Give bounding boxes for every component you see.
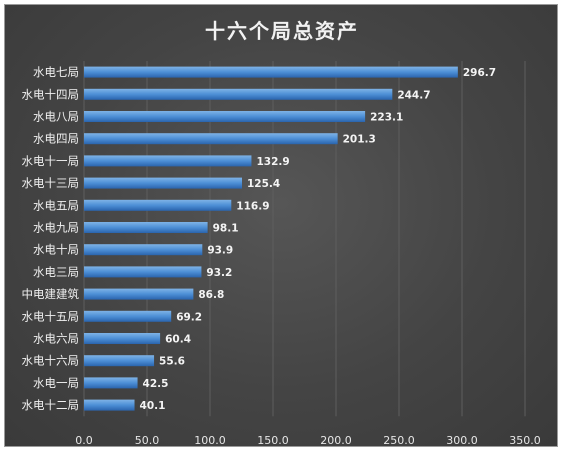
category-label: 水电一局 — [33, 376, 79, 390]
category-label: 中电建建筑 — [22, 287, 80, 301]
category-label: 水电十局 — [33, 243, 79, 257]
data-label: 244.7 — [397, 89, 430, 101]
bar — [84, 399, 135, 411]
category-label: 水电八局 — [33, 110, 79, 124]
data-label: 40.1 — [140, 400, 166, 412]
value-labels: 296.7 244.7 223.1 201.3 132.9 125.4 116.9 98.1 9… — [140, 67, 497, 412]
chart-title: 十六个局总资产 — [205, 19, 359, 43]
x-tick-label: 0.0 — [75, 434, 93, 447]
bar — [84, 244, 203, 256]
bars — [84, 66, 458, 411]
category-label: 水电十五局 — [22, 309, 80, 323]
category-label: 水电九局 — [33, 221, 79, 235]
category-label: 水电三局 — [33, 265, 79, 279]
bar — [84, 222, 208, 233]
x-tick-label: 50.0 — [135, 434, 160, 447]
category-labels: 水电七局水电十四局水电八局水电四局水电十一局水电十三局水电五局水电九局水电十局水… — [22, 65, 80, 412]
category-label: 水电十一局 — [22, 154, 80, 168]
data-label: 132.9 — [256, 156, 289, 168]
bar — [84, 199, 232, 211]
data-label: 69.2 — [176, 311, 202, 323]
bar — [84, 266, 202, 278]
data-label: 42.5 — [143, 378, 169, 390]
category-label: 水电五局 — [33, 198, 79, 212]
bar — [84, 177, 243, 189]
bar — [84, 111, 366, 122]
x-tick-label: 200.0 — [320, 434, 352, 447]
x-tick-label: 350.0 — [509, 434, 541, 447]
data-label: 86.8 — [198, 289, 224, 301]
bar — [84, 66, 458, 78]
bar-chart: 十六个局总资产 水电七局水电十四局水电八局水电四局水电十一局水电十三局水电五局水… — [22, 19, 541, 447]
data-label: 296.7 — [463, 67, 496, 79]
bar — [84, 133, 338, 145]
data-label: 125.4 — [247, 178, 280, 190]
data-label: 223.1 — [370, 112, 403, 124]
data-label: 116.9 — [236, 200, 269, 212]
data-label: 93.2 — [206, 267, 232, 279]
category-label: 水电七局 — [33, 65, 79, 79]
x-tick-label: 150.0 — [257, 434, 289, 447]
bar — [84, 88, 393, 100]
data-label: 60.4 — [165, 334, 191, 346]
bar — [84, 155, 252, 167]
bar — [84, 310, 172, 322]
category-label: 水电四局 — [33, 132, 79, 146]
bar — [84, 333, 161, 344]
x-tick-label: 250.0 — [383, 434, 415, 447]
category-label: 水电十三局 — [22, 176, 80, 190]
x-tick-label: 300.0 — [446, 434, 478, 447]
category-label: 水电十六局 — [22, 354, 80, 368]
data-label: 98.1 — [213, 223, 239, 235]
data-label: 55.6 — [159, 356, 185, 368]
x-axis-tick-labels: 0.0 50.0 100.0 150.0 200.0 250.0 300.0 350.0 — [75, 434, 541, 447]
category-label: 水电六局 — [33, 332, 79, 346]
data-label: 201.3 — [343, 134, 376, 146]
category-label: 水电十二局 — [22, 398, 80, 412]
category-label: 水电十四局 — [22, 87, 80, 101]
chart-area: 十六个局总资产 水电七局 水电十四局 水电八局 水电四局 水电十一局 水电十三局 水电五局水… — [4, 4, 558, 447]
bar — [84, 288, 194, 300]
bar — [84, 355, 155, 367]
x-tick-label: 100.0 — [194, 434, 226, 447]
bar — [84, 377, 138, 389]
data-label: 93.9 — [207, 245, 233, 257]
